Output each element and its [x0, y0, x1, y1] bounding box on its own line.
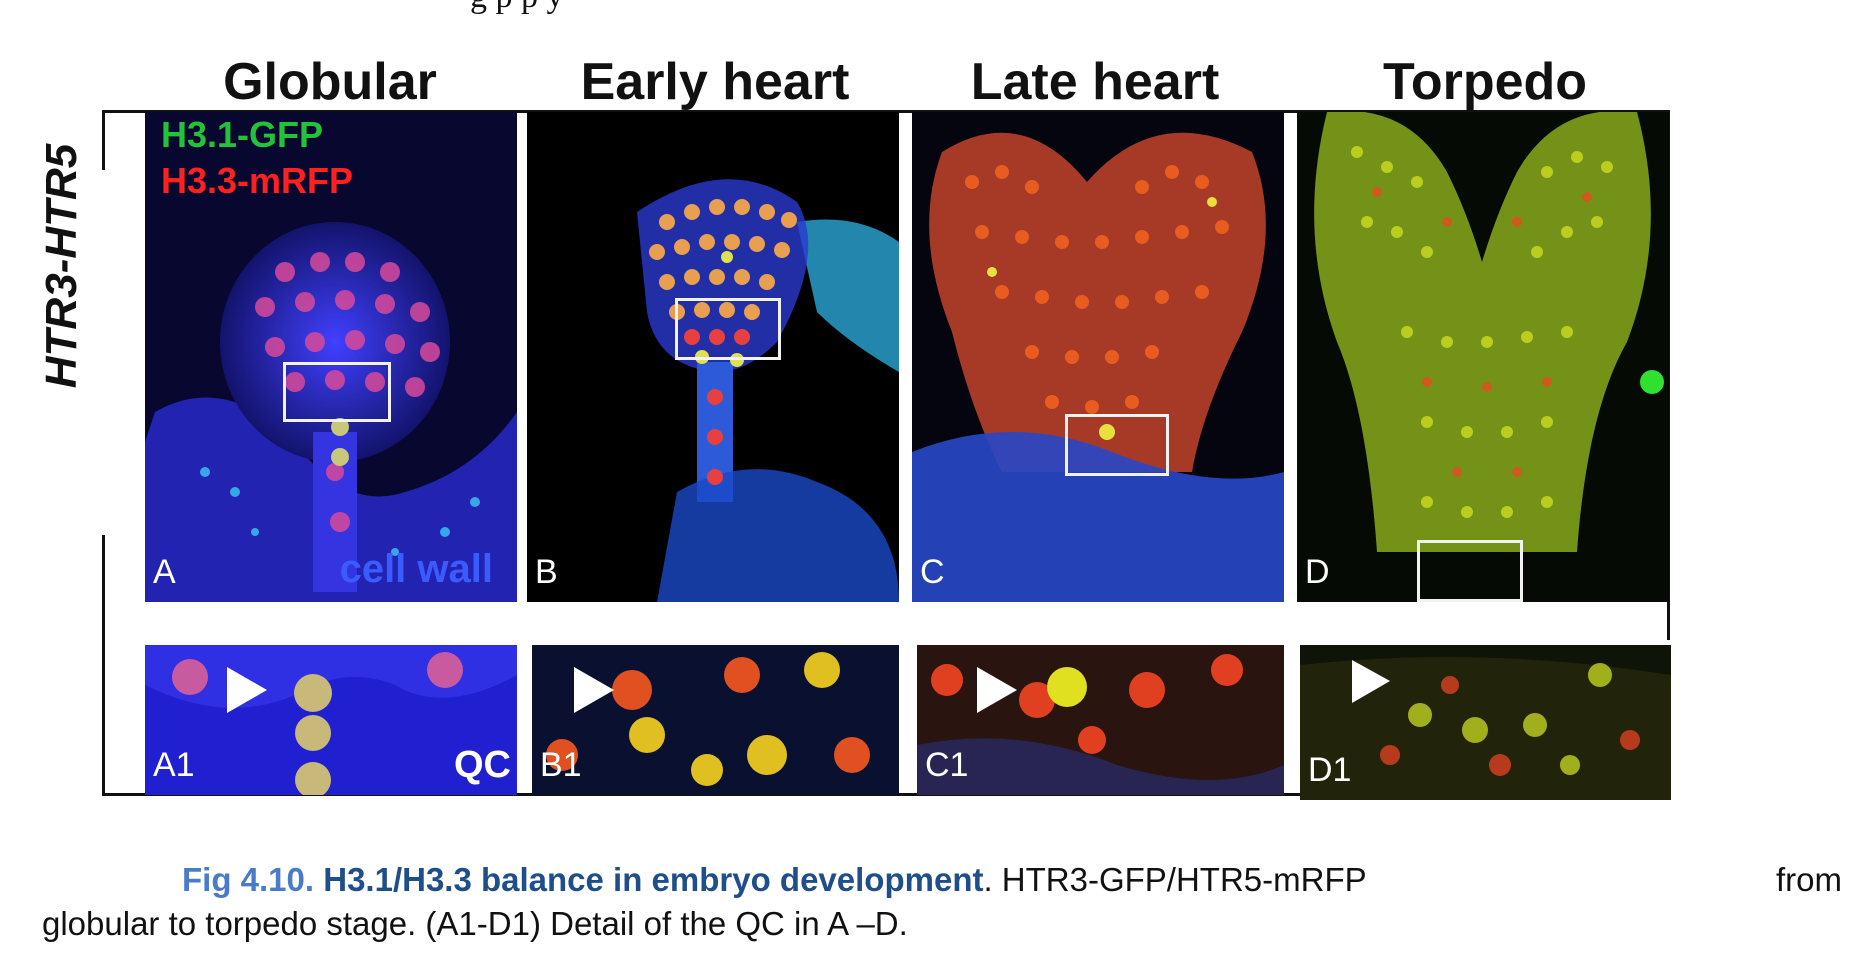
globular-embryo-image	[145, 112, 517, 602]
bracket-left-upper	[102, 110, 105, 170]
qc-label: QC	[454, 744, 511, 786]
caption-text-b: from	[1776, 861, 1842, 898]
arrowhead-marker-d1	[1352, 660, 1390, 703]
detail-panel-c1: C1	[917, 645, 1284, 795]
figure-title: H3.1/H3.3 balance in embryo development	[323, 861, 984, 898]
micrograph-panel-d: D	[1297, 112, 1669, 602]
detail-panel-d1: D1	[1300, 645, 1671, 800]
panel-label-c1: C1	[925, 746, 969, 784]
panel-label-b1: B1	[540, 746, 582, 784]
micrograph-panel-b: B	[527, 112, 899, 602]
panel-label-d1: D1	[1308, 751, 1352, 789]
micrograph-panel-a: H3.1-GFP H3.3-mRFP cell wall A	[145, 112, 517, 602]
arrowhead-marker-a1	[227, 667, 267, 713]
caption-line-2: globular to torpedo stage. (A1-D1) Detai…	[42, 905, 908, 942]
previous-page-text-fragment: g p p y	[470, 0, 564, 16]
roi-box-a	[283, 362, 391, 422]
detail-panel-a1: QC A1	[145, 645, 517, 795]
micrograph-panel-c: C	[912, 112, 1284, 602]
panel-label-a1: A1	[153, 746, 195, 784]
stage-label-early-heart: Early heart	[580, 53, 850, 111]
panel-label-a: A	[153, 553, 176, 591]
figure-number: Fig 4.10.	[182, 861, 315, 898]
detail-b1-image	[532, 645, 899, 795]
roi-box-d	[1417, 540, 1523, 602]
stage-label-globular: Globular	[223, 53, 437, 111]
stage-label-torpedo: Torpedo	[1382, 53, 1588, 111]
caption-line-1: Fig 4.10. H3.1/H3.3 balance in embryo de…	[42, 858, 1842, 902]
arrowhead-marker-b1	[574, 667, 614, 713]
late-heart-embryo-image	[912, 112, 1284, 602]
torpedo-embryo-image	[1297, 112, 1669, 602]
row-label-htr3-htr5: HTR3-HTR5	[37, 143, 86, 389]
bracket-top-line	[102, 110, 1670, 113]
stage-label-late-heart: Late heart	[970, 53, 1220, 111]
panel-label-c: C	[920, 553, 945, 591]
arrowhead-marker-c1	[977, 667, 1017, 713]
legend-h31-gfp: H3.1-GFP	[161, 114, 324, 155]
caption-text-a: . HTR3-GFP/HTR5-mRFP	[983, 861, 1367, 898]
roi-box-c	[1065, 414, 1169, 476]
panel-label-d: D	[1305, 553, 1330, 591]
caption-heading: Fig 4.10. H3.1/H3.3 balance in embryo de…	[182, 858, 1367, 902]
roi-box-b	[675, 298, 781, 360]
panel-label-b: B	[535, 553, 558, 591]
legend-h33-mrfp: H3.3-mRFP	[161, 160, 354, 201]
detail-c1-image	[917, 645, 1284, 795]
figure-caption: Fig 4.10. H3.1/H3.3 balance in embryo de…	[42, 858, 1842, 946]
bracket-left-lower	[102, 535, 105, 795]
cell-wall-label: cell wall	[339, 547, 493, 591]
detail-d1-image	[1300, 645, 1671, 800]
detail-panel-b1: B1	[532, 645, 899, 795]
detail-a1-image	[145, 645, 517, 795]
